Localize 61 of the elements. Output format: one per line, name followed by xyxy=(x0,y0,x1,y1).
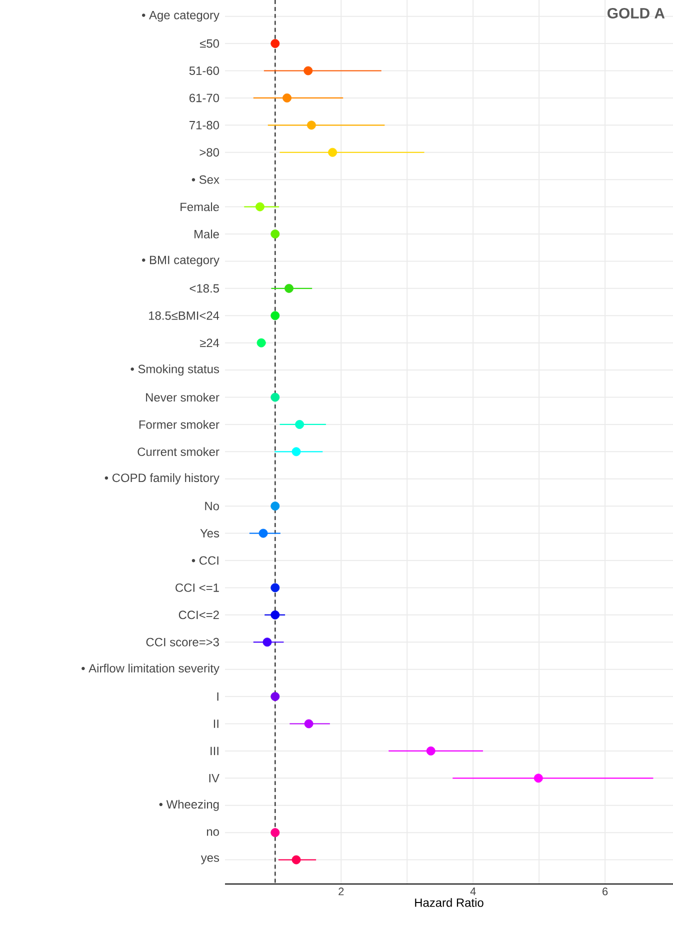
point xyxy=(270,610,280,620)
point xyxy=(426,746,436,756)
y-tick-label: • Age category xyxy=(142,10,220,22)
y-tick-label: I xyxy=(217,692,218,701)
point xyxy=(270,311,280,320)
point xyxy=(270,583,280,592)
x-tick-label: 4 xyxy=(470,888,476,896)
point xyxy=(292,855,301,864)
point xyxy=(270,502,280,511)
point xyxy=(284,284,294,293)
y-tick-label: Yes xyxy=(200,529,220,538)
y-tick-label: III xyxy=(210,746,218,756)
x-tick-label: 6 xyxy=(602,888,608,896)
point xyxy=(304,66,313,76)
x-tick-label: 2 xyxy=(338,888,344,896)
y-tick-label: • COPD family history xyxy=(104,473,220,484)
y-tick-label: CCI score=>3 xyxy=(146,638,219,646)
y-tick-label: • Smoking status xyxy=(130,364,220,376)
y-tick-label: Male xyxy=(194,230,219,238)
point xyxy=(292,447,301,456)
y-tick-label: Former smoker xyxy=(139,420,220,429)
y-tick-label: 71-80 xyxy=(190,120,220,130)
y-tick-label: • BMI category xyxy=(142,256,220,267)
y-tick-label: no xyxy=(206,829,219,836)
y-tick-label: Current smoker xyxy=(138,447,220,456)
point xyxy=(306,120,316,130)
y-tick-label: • CCI xyxy=(192,556,218,565)
point xyxy=(270,230,280,238)
y-tick-label: Never smoker xyxy=(146,392,220,402)
point xyxy=(304,719,314,728)
point xyxy=(295,420,304,429)
chart-title: GOLD A xyxy=(608,8,665,19)
y-tick-label: IV xyxy=(209,774,220,782)
point xyxy=(328,148,338,157)
x-axis-title: Hazard Ratio xyxy=(415,898,484,907)
point xyxy=(282,93,292,102)
y-tick-label: CCI <=1 xyxy=(176,583,219,592)
point xyxy=(255,202,264,212)
y-tick-label: ≤50 xyxy=(200,39,220,48)
y-tick-label: • Sex xyxy=(192,175,220,184)
point xyxy=(270,39,280,48)
y-tick-label: No xyxy=(205,502,219,510)
point xyxy=(256,338,266,348)
y-tick-label: Female xyxy=(180,202,219,212)
point xyxy=(262,638,272,647)
y-tick-label: 61-70 xyxy=(190,94,220,102)
point xyxy=(534,774,543,783)
y-tick-label: ≥24 xyxy=(200,338,220,347)
y-tick-label: CCI<=2 xyxy=(178,610,219,620)
y-tick-label: yes xyxy=(200,855,220,864)
point xyxy=(270,692,280,702)
point xyxy=(270,392,280,402)
y-tick-label: >80 xyxy=(200,148,220,157)
y-tick-label: • Wheezing xyxy=(159,800,219,811)
point xyxy=(270,828,280,838)
point xyxy=(258,528,268,538)
y-tick-label: 18.5≤BMI<24 xyxy=(149,311,220,320)
y-tick-label: 51-60 xyxy=(189,66,220,75)
y-tick-label: • Airflow limitation severity xyxy=(82,664,220,675)
y-tick-label: II xyxy=(214,720,218,728)
y-tick-label: <18.5 xyxy=(190,284,219,293)
